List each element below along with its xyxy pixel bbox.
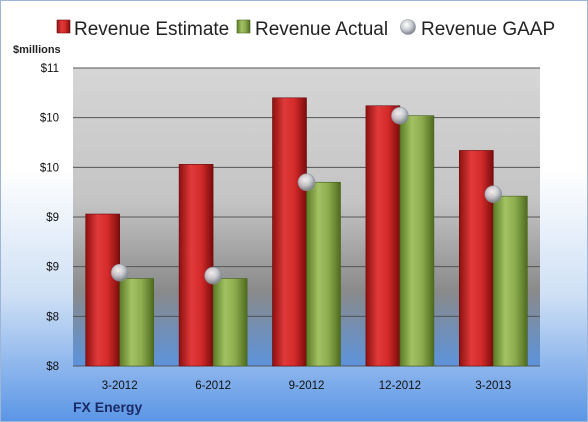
y-tick-label: $8 [46,311,59,323]
x-tick-label: 3-2012 [102,380,138,392]
gaap-marker [297,173,316,192]
y-tick-label: $11 [41,63,59,75]
gaap-marker [110,263,129,282]
estimate-bar [178,164,214,367]
bars [85,97,528,367]
legend-swatch-estimate [56,19,71,34]
x-tick-label: 6-2012 [195,380,231,392]
estimate-bar [458,150,494,367]
x-axis-ticks: 3-2012 6-2012 9-2012 12-2012 3-2013 [102,380,511,392]
gaap-markers [110,106,503,285]
actual-bar [306,181,341,367]
legend-item-gaap: Revenue GAAP [400,19,555,40]
actual-bar [492,195,528,367]
x-tick-label: 12-2012 [379,380,421,392]
company-name: FX Energy [73,399,142,415]
legend-swatch-actual [236,19,251,34]
y-tick-label: $10 [40,113,59,125]
actual-bar [119,278,154,367]
estimate-bar [272,97,307,367]
y-tick-label: $10 [40,162,59,174]
legend-label-actual: Revenue Actual [255,19,388,40]
legend-marker-gaap [400,19,416,35]
estimate-bar [85,213,120,367]
y-axis-ticks: $8 $8 $9 $9 $10 $10 $11 [40,63,59,373]
legend: Revenue Estimate Revenue Actual Revenue … [56,19,555,40]
legend-label-gaap: Revenue GAAP [421,19,555,40]
y-tick-label: $9 [46,212,59,224]
y-tick-label: $8 [46,361,59,373]
unit-label: $millions [13,44,61,56]
y-tick-label: $9 [46,262,59,274]
legend-label-estimate: Revenue Estimate [74,19,229,40]
actual-bar [399,115,435,367]
x-tick-label: 3-2013 [475,380,511,392]
gaap-marker [484,185,503,203]
x-tick-label: 9-2012 [289,380,325,392]
actual-bar [212,278,248,367]
estimate-bar [365,105,401,367]
gaap-marker [391,106,409,125]
legend-item-actual: Revenue Actual [236,19,388,40]
gaap-marker [204,266,222,285]
legend-item-estimate: Revenue Estimate [56,19,229,40]
